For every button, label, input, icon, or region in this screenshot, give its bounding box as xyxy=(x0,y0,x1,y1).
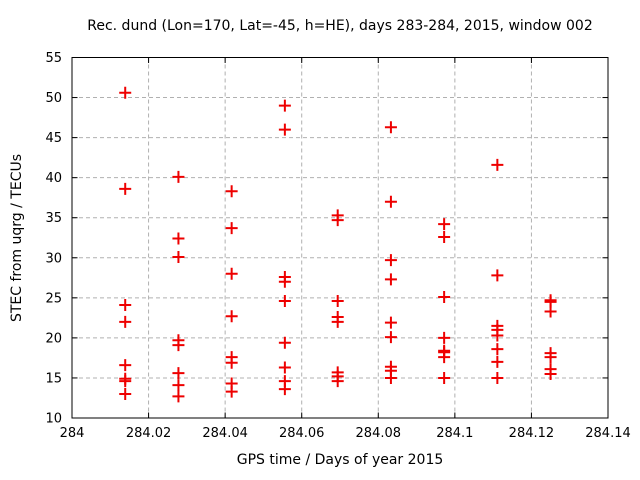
data-point-marker xyxy=(491,329,504,342)
data-point-marker xyxy=(172,250,185,263)
data-point-marker xyxy=(278,99,291,112)
data-point-marker xyxy=(278,123,291,136)
data-point-marker xyxy=(544,367,557,380)
data-point-marker xyxy=(225,310,238,323)
border-box xyxy=(71,57,609,419)
y-tick-label: 30 xyxy=(45,251,62,266)
data-point-marker xyxy=(172,379,185,392)
x-tick-label: 284.02 xyxy=(126,426,172,441)
data-point-marker xyxy=(278,275,291,288)
y-tick-label: 50 xyxy=(45,91,62,106)
data-point-marker xyxy=(438,331,451,344)
x-tick-label: 284.12 xyxy=(509,426,555,441)
y-tick-label: 15 xyxy=(45,371,62,386)
data-point-marker xyxy=(172,339,185,352)
data-point-marker xyxy=(438,230,451,243)
data-point-marker xyxy=(278,295,291,308)
data-point-marker xyxy=(225,385,238,398)
data-point-marker xyxy=(225,356,238,369)
data-point-marker xyxy=(384,316,397,329)
data-point-marker xyxy=(544,351,557,364)
data-point-marker xyxy=(278,336,291,349)
chart-title: Rec. dund (Lon=170, Lat=-45, h=HE), days… xyxy=(87,18,593,34)
data-point-marker xyxy=(119,315,132,328)
data-point-marker xyxy=(491,269,504,282)
plot-frame xyxy=(71,57,609,419)
data-point-marker xyxy=(438,351,451,364)
data-point-marker xyxy=(225,185,238,198)
x-tick-label: 284.08 xyxy=(356,426,402,441)
data-point-marker xyxy=(331,375,344,388)
data-point-marker xyxy=(225,222,238,235)
data-point-marker xyxy=(491,343,504,356)
data-point-marker xyxy=(384,195,397,208)
axis-ticks xyxy=(71,57,609,419)
data-point-marker xyxy=(491,371,504,384)
data-point-marker xyxy=(438,291,451,304)
x-axis-label: GPS time / Days of year 2015 xyxy=(237,452,444,468)
data-point-marker xyxy=(278,361,291,374)
x-tick-label: 284.06 xyxy=(279,426,325,441)
data-point-marker xyxy=(172,390,185,403)
y-tick-label: 10 xyxy=(45,412,62,427)
data-point-marker xyxy=(119,359,132,372)
tick-labels: 284 284.02 284.04 284.06 284.08 284.1 284.12 28… xyxy=(45,51,630,441)
data-point-marker xyxy=(278,383,291,396)
data-point-marker xyxy=(331,295,344,308)
y-tick-label: 40 xyxy=(45,171,62,186)
data-point-marker xyxy=(544,305,557,318)
data-point-marker xyxy=(491,355,504,368)
data-point-marker xyxy=(331,315,344,328)
data-point-marker xyxy=(172,170,185,183)
data-point-marker xyxy=(331,214,344,227)
y-tick-label: 45 xyxy=(45,131,62,146)
data-point-marker xyxy=(438,218,451,231)
data-points xyxy=(119,86,557,403)
data-point-marker xyxy=(119,375,132,388)
x-tick-label: 284.1 xyxy=(436,426,473,441)
data-point-marker xyxy=(438,371,451,384)
x-tick-label: 284.14 xyxy=(585,426,631,441)
data-point-marker xyxy=(491,158,504,171)
y-axis-label: STEC from uqrg / TECUs xyxy=(9,154,25,322)
data-point-marker xyxy=(384,273,397,286)
data-point-marker xyxy=(384,371,397,384)
data-point-marker xyxy=(119,299,132,312)
data-point-marker xyxy=(384,254,397,267)
x-tick-label: 284.04 xyxy=(202,426,248,441)
x-tick-label: 284 xyxy=(60,426,85,441)
data-point-marker xyxy=(172,232,185,245)
data-point-marker xyxy=(225,267,238,280)
data-point-marker xyxy=(384,331,397,344)
y-tick-label: 55 xyxy=(45,51,62,66)
gridlines xyxy=(71,57,609,419)
data-point-marker xyxy=(384,121,397,134)
data-point-marker xyxy=(119,182,132,195)
data-point-marker xyxy=(119,86,132,99)
y-tick-label: 20 xyxy=(45,331,62,346)
data-point-marker xyxy=(172,367,185,380)
y-tick-label: 25 xyxy=(45,291,62,306)
y-tick-label: 35 xyxy=(45,211,62,226)
data-point-marker xyxy=(119,387,132,400)
